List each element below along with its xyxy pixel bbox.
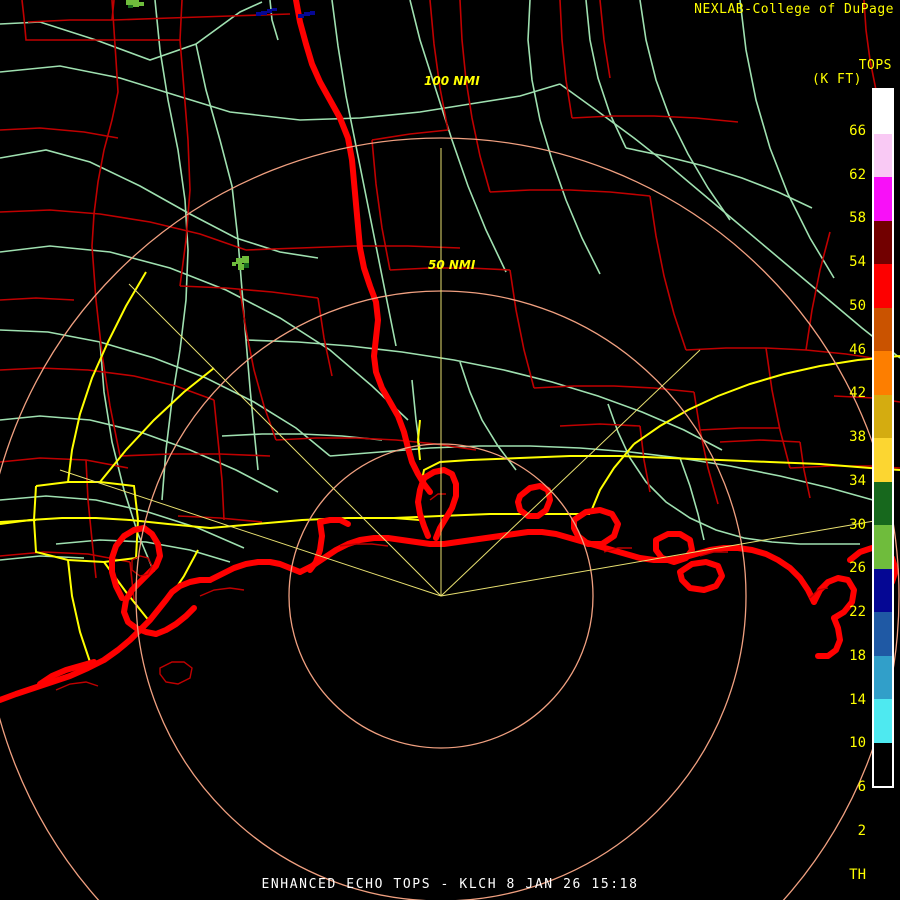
legend-tick-46: 46 xyxy=(849,342,866,358)
legend-tick-38: 38 xyxy=(849,429,866,445)
legend-tick-6: 6 xyxy=(857,779,866,795)
legend-tick-2: 2 xyxy=(857,823,866,839)
legend-tick-26: 26 xyxy=(849,560,866,576)
legend-swatch-50 xyxy=(874,307,892,351)
range-ring-150 xyxy=(0,137,900,900)
legend-tick-58: 58 xyxy=(849,210,866,226)
radar-radial-spokes xyxy=(59,148,881,597)
legend-swatch-14 xyxy=(874,699,892,743)
legend-swatch-70 xyxy=(874,90,892,134)
legend-swatch-42 xyxy=(874,394,892,438)
echo-blue-north-b xyxy=(298,11,315,18)
legend-swatch-58 xyxy=(874,220,892,264)
provider-branding-label: NEXLAB-College of DuPage xyxy=(694,2,894,17)
echo-green-central xyxy=(232,256,249,270)
echo-tops-returns xyxy=(126,0,315,270)
legend-units-label: (K FT) xyxy=(812,72,862,87)
legend-tick-54: 54 xyxy=(849,254,866,270)
legend-tick-18: 18 xyxy=(849,648,866,664)
legend-swatch-62 xyxy=(874,177,892,221)
legend-tick-42: 42 xyxy=(849,385,866,401)
legend-swatch-38 xyxy=(874,438,892,482)
gulf-coastline xyxy=(0,467,899,703)
legend-swatch-22 xyxy=(874,612,892,656)
legend-tick-50: 50 xyxy=(849,298,866,314)
legend-swatch-54 xyxy=(874,264,892,308)
legend-tick-66: 66 xyxy=(849,123,866,139)
echo-blue-north-a xyxy=(256,8,277,16)
legend-swatch-34 xyxy=(874,481,892,525)
range-ring-label-50: 50 NMI xyxy=(428,258,476,272)
state-border-sabine xyxy=(293,0,433,495)
range-ring-label-100: 100 NMI xyxy=(424,74,480,88)
echo-green-north xyxy=(126,0,144,8)
legend-tick-labels: 66 62 58 54 50 46 42 38 34 30 26 22 18 14 10 6 2 TH xyxy=(820,88,868,882)
legend-swatch-TH xyxy=(874,742,892,786)
legend-tick-10: 10 xyxy=(849,735,866,751)
legend-tick-22: 22 xyxy=(849,604,866,620)
legend-title-label: TOPS xyxy=(858,58,892,73)
legend-swatch-46 xyxy=(874,351,892,395)
color-scale-legend[interactable] xyxy=(872,88,894,788)
legend-tick-TH: TH xyxy=(849,867,866,883)
product-status-line: ENHANCED ECHO TOPS - KLCH 8 JAN 26 15:18 xyxy=(261,877,639,892)
legend-swatch-26 xyxy=(874,568,892,612)
legend-swatch-30 xyxy=(874,525,892,569)
legend-swatch-stack xyxy=(874,90,892,786)
legend-tick-30: 30 xyxy=(849,517,866,533)
legend-swatch-18 xyxy=(874,655,892,699)
legend-tick-14: 14 xyxy=(849,692,866,708)
inland-water-outlines xyxy=(55,493,829,691)
legend-tick-62: 62 xyxy=(849,167,866,183)
legend-tick-34: 34 xyxy=(849,473,866,489)
range-ring-group xyxy=(0,137,900,900)
legend-swatch-66 xyxy=(874,133,892,177)
